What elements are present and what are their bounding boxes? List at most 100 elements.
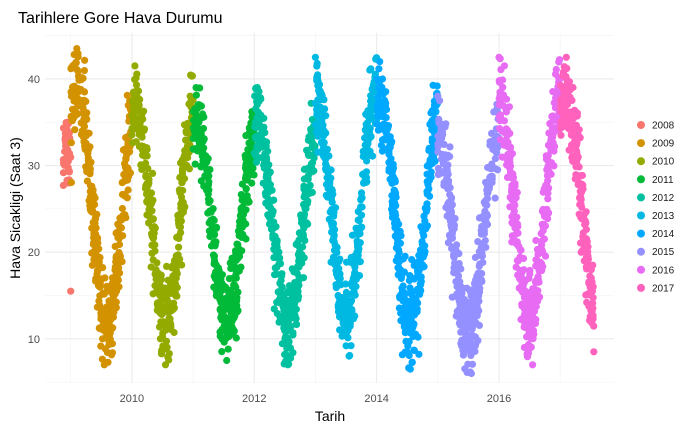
data-point [360, 179, 368, 187]
data-point [86, 159, 94, 167]
data-point [159, 318, 167, 326]
data-point [142, 173, 150, 181]
data-point [197, 162, 205, 170]
series-2016 [495, 53, 564, 369]
data-point [266, 181, 274, 189]
data-point [242, 185, 250, 193]
legend-label: 2014 [652, 229, 675, 240]
data-point [411, 330, 420, 338]
data-point [466, 336, 474, 345]
data-point [392, 211, 400, 219]
data-point [242, 235, 250, 243]
data-point [263, 138, 271, 146]
data-point [184, 119, 192, 127]
data-point [224, 301, 232, 309]
data-point [115, 240, 124, 249]
data-point [363, 143, 371, 151]
data-point [83, 166, 91, 174]
data-point [88, 261, 96, 269]
data-point [265, 220, 274, 228]
data-point [460, 308, 468, 316]
data-point [381, 96, 389, 104]
data-point [269, 231, 277, 239]
data-point [405, 338, 413, 346]
data-point [212, 269, 220, 277]
data-point [385, 167, 393, 175]
data-point [284, 353, 292, 361]
data-point [69, 114, 78, 122]
data-point [474, 238, 482, 246]
data-point [308, 143, 316, 152]
data-point [407, 300, 415, 308]
data-point [278, 314, 286, 322]
data-point [577, 188, 586, 196]
data-point [540, 185, 548, 193]
data-point [94, 261, 102, 269]
data-point [304, 197, 312, 205]
data-point [174, 251, 182, 259]
data-point [484, 189, 492, 197]
data-point [496, 125, 504, 133]
y-tick-label: 40 [28, 74, 40, 86]
data-point [475, 262, 483, 270]
data-point [65, 168, 73, 176]
data-point [280, 306, 288, 315]
legend-label: 2012 [652, 193, 675, 204]
data-point [569, 123, 578, 131]
data-point [565, 78, 574, 86]
data-point [273, 309, 281, 318]
data-point [587, 263, 595, 271]
data-point [235, 232, 243, 240]
data-point [470, 290, 478, 298]
data-point-min [284, 361, 292, 369]
data-point [543, 154, 551, 162]
data-point [378, 136, 387, 144]
data-point [508, 213, 516, 221]
data-point [305, 166, 313, 174]
data-point [455, 286, 463, 294]
data-point [303, 146, 311, 154]
data-point [235, 267, 243, 275]
data-point [245, 139, 253, 147]
x-axis-title: Tarih [315, 408, 345, 424]
data-point [276, 299, 284, 307]
data-point-min [406, 365, 414, 373]
legend-key-2012 [637, 193, 645, 202]
data-point [434, 132, 442, 140]
data-point [473, 278, 481, 286]
data-point [543, 166, 551, 174]
data-point [374, 126, 382, 134]
data-point [306, 181, 314, 189]
data-point [486, 141, 494, 149]
data-point [117, 215, 125, 223]
data-point [295, 229, 303, 237]
data-point [224, 345, 232, 353]
data-point [93, 267, 102, 275]
data-point [400, 304, 408, 312]
data-point [396, 292, 404, 300]
data-point [575, 126, 583, 134]
data-point [510, 190, 518, 198]
data-point [308, 151, 316, 159]
data-point [503, 161, 511, 169]
data-point [228, 254, 236, 262]
data-point [475, 321, 483, 329]
data-point [328, 187, 336, 195]
data-point [464, 322, 472, 330]
data-point [358, 223, 366, 231]
data-point [158, 332, 167, 341]
data-point [264, 211, 272, 219]
data-point [90, 199, 98, 208]
data-point [118, 204, 126, 213]
data-point [478, 249, 486, 257]
data-point [59, 156, 67, 164]
data-point [153, 286, 161, 294]
x-tick-label: 2012 [242, 393, 266, 405]
data-point [290, 268, 298, 276]
data-point [316, 90, 324, 98]
data-point [344, 334, 352, 342]
data-point [245, 128, 253, 137]
data-point [124, 172, 133, 181]
data-point [143, 211, 151, 219]
data-point [408, 256, 416, 264]
